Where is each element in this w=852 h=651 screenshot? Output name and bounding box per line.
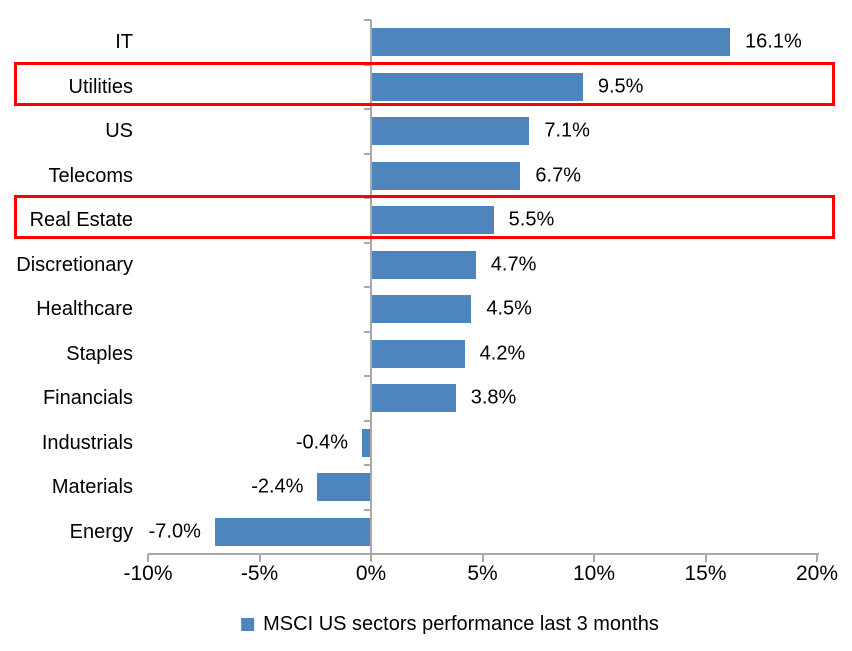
value-label-healthcare: 4.5%: [486, 297, 532, 320]
category-tick: [364, 419, 371, 422]
category-label-healthcare: Healthcare: [36, 298, 133, 321]
category-label-it: IT: [115, 31, 133, 54]
category-label-discretionary: Discretionary: [16, 253, 133, 276]
bar-it: [371, 28, 731, 57]
category-tick: [364, 553, 371, 555]
bar-telecoms: [371, 161, 521, 190]
category-tick: [364, 375, 371, 377]
category-label-staples: Staples: [66, 342, 133, 365]
category-tick: [364, 286, 371, 288]
bar-materials: [317, 473, 371, 502]
highlight-box-utilities: [14, 61, 835, 106]
bar-us: [371, 117, 530, 146]
category-label-energy: Energy: [69, 520, 133, 543]
x-tick-label--5-: -5%: [240, 562, 279, 585]
value-label-it: 16.1%: [745, 30, 802, 53]
category-label-materials: Materials: [51, 476, 133, 499]
value-label-industrials: -0.4%: [295, 431, 349, 454]
highlight-box-real-estate: [14, 195, 835, 240]
x-tick-label-10-: 10%: [572, 562, 616, 585]
category-tick: [364, 108, 371, 110]
x-axis-tick: [147, 554, 149, 562]
value-label-us: 7.1%: [544, 119, 590, 142]
chart-legend: MSCI US sectors performance last 3 month…: [241, 611, 659, 637]
bar-industrials: [362, 428, 371, 457]
x-tick-label--10-: -10%: [123, 562, 173, 585]
x-tick-label-20-: 20%: [795, 562, 839, 585]
bar-financials: [371, 384, 456, 413]
x-axis-tick: [704, 554, 707, 562]
category-label-telecoms: Telecoms: [48, 164, 133, 187]
y-axis-line: [370, 20, 372, 554]
bar-real-estate: [371, 206, 494, 235]
category-tick: [364, 508, 371, 511]
x-axis-tick: [258, 554, 261, 562]
value-label-telecoms: 6.7%: [535, 164, 581, 187]
x-axis-tick: [481, 554, 484, 562]
x-tick-label-0-: 0%: [355, 562, 387, 585]
category-tick: [364, 19, 371, 21]
bar-staples: [371, 339, 465, 368]
x-axis-line: [148, 553, 819, 555]
x-axis-tick: [593, 554, 595, 562]
legend-marker-icon: [241, 617, 255, 631]
category-tick: [364, 464, 371, 466]
bar-utilities: [371, 72, 583, 101]
x-axis-tick: [816, 554, 818, 562]
category-label-financials: Financials: [42, 387, 133, 410]
bar-energy: [214, 517, 371, 546]
bar-healthcare: [371, 295, 472, 324]
category-tick: [364, 330, 371, 333]
value-label-financials: 3.8%: [470, 386, 517, 409]
category-label-industrials: Industrials: [41, 431, 133, 454]
x-axis-tick: [370, 554, 372, 562]
category-tick: [364, 152, 371, 155]
legend-label: MSCI US sectors performance last 3 month…: [263, 613, 659, 635]
value-label-utilities: 9.5%: [597, 75, 644, 98]
category-tick: [364, 241, 371, 244]
value-label-energy: -7.0%: [148, 520, 201, 543]
value-label-staples: 4.2%: [479, 342, 526, 365]
category-label-real-estate: Real Estate: [29, 209, 133, 232]
value-label-materials: -2.4%: [251, 475, 304, 498]
value-label-real-estate: 5.5%: [508, 208, 555, 231]
bar-discretionary: [371, 250, 476, 279]
category-label-utilities: Utilities: [68, 75, 133, 98]
x-tick-label-5-: 5%: [467, 562, 498, 585]
value-label-discretionary: 4.7%: [490, 253, 537, 276]
x-tick-label-15-: 15%: [684, 562, 727, 585]
category-label-us: US: [105, 120, 133, 143]
